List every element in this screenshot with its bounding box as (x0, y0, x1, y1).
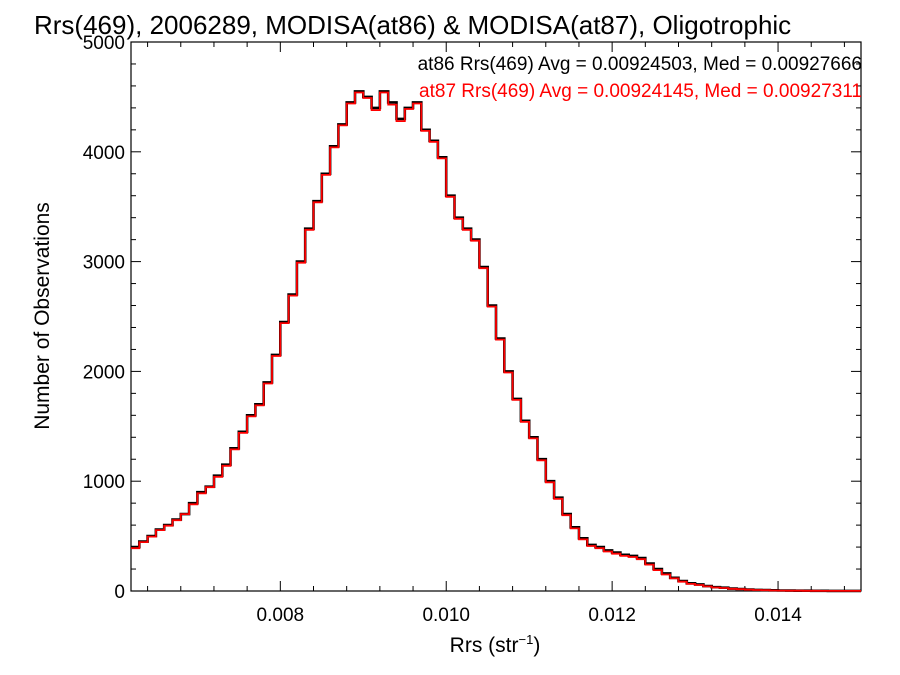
chart-title: Rrs(469), 2006289, MODISA(at86) & MODISA… (34, 10, 791, 40)
y-tick-label: 2000 (83, 362, 125, 383)
x-axis-title: Rrs (str−1) (450, 632, 541, 657)
x-tick-label: 0.014 (754, 605, 802, 626)
y-tick-label: 4000 (83, 143, 125, 164)
y-tick-label: 3000 (83, 253, 125, 274)
y-axis-title: Number of Observations (31, 202, 54, 430)
series-layer (131, 90, 861, 593)
y-axis: 0 1000 2000 3000 4000 5000 (83, 33, 861, 603)
series-line-at86 (131, 90, 861, 593)
x-axis-title-main: Rrs (str (450, 634, 519, 657)
x-axis-title-close: ) (533, 634, 540, 657)
y-tick-label: 0 (114, 582, 125, 603)
y-tick-label: 1000 (83, 472, 125, 493)
x-tick-label: 0.010 (422, 605, 470, 626)
legend-entry-at87: at87 Rrs(469) Avg = 0.00924145, Med = 0.… (419, 81, 862, 102)
series-line-at87 (131, 91, 861, 592)
plot-frame (130, 41, 862, 592)
x-tick-label: 0.008 (257, 605, 305, 626)
x-axis-title-superscript: −1 (519, 632, 534, 647)
legend-entry-at86: at86 Rrs(469) Avg = 0.00924503, Med = 0.… (418, 54, 862, 75)
x-tick-label: 0.012 (588, 605, 636, 626)
y-tick-label: 5000 (83, 33, 125, 54)
